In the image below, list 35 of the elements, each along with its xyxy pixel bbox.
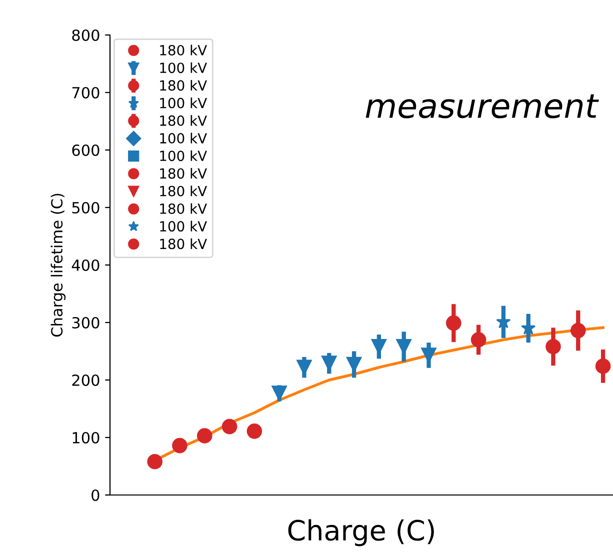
y-tick-label: 800 xyxy=(72,29,100,42)
legend-label: 180 kV xyxy=(160,203,207,214)
legend-label: 180 kV xyxy=(160,44,207,56)
y-tick-label: 400 xyxy=(72,259,100,272)
y-axis-title: Charge lifetime (C) xyxy=(50,194,66,337)
legend-label: 100 kV xyxy=(160,220,207,232)
legend-label: 180 kV xyxy=(160,238,207,250)
point xyxy=(172,438,188,454)
y-tick-label: 700 xyxy=(72,86,100,99)
annotation: measurement xyxy=(366,94,599,118)
legend-label: 100 kV xyxy=(160,62,207,74)
point xyxy=(470,332,486,348)
point xyxy=(222,418,238,434)
point xyxy=(546,339,561,354)
point xyxy=(570,322,586,338)
point xyxy=(272,386,287,401)
y-tick-label: 100 xyxy=(72,432,100,444)
legend-label: 180 kV xyxy=(160,186,207,196)
y-tick-label: 600 xyxy=(72,144,100,156)
y-tick-label: 300 xyxy=(72,316,100,329)
point xyxy=(595,358,611,374)
y-tick-label: 200 xyxy=(72,374,100,386)
point xyxy=(196,428,212,444)
legend-label: 180 kV xyxy=(160,168,207,179)
point xyxy=(446,315,462,331)
legend-label: 100 kV xyxy=(160,132,207,144)
y-tick-label: 0 xyxy=(92,489,100,502)
x-axis-title: Charge (C) xyxy=(288,519,434,546)
point xyxy=(246,424,262,439)
legend-label: 100 kV xyxy=(160,150,207,162)
legend-label: 180 kV xyxy=(160,80,207,91)
point xyxy=(147,454,162,470)
legend-label: 100 kV xyxy=(160,98,207,108)
legend-label: 180 kV xyxy=(160,115,207,126)
y-tick-label: 500 xyxy=(72,202,100,214)
